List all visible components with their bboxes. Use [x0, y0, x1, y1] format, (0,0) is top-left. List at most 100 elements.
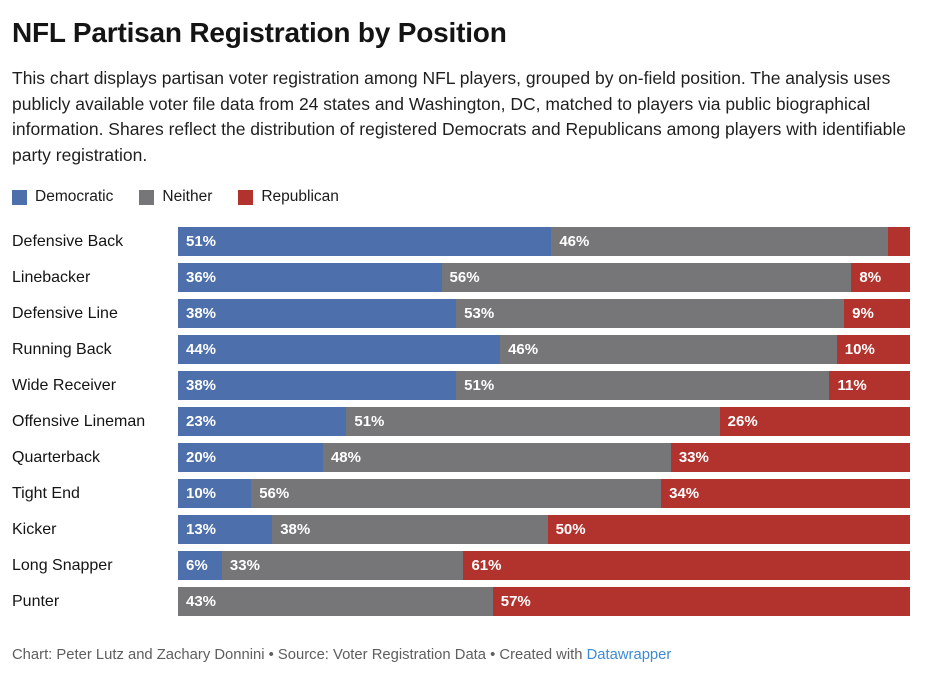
- bar-value-label: 46%: [559, 233, 590, 250]
- row-label: Kicker: [12, 520, 57, 538]
- legend-item-republican: Republican: [238, 188, 339, 206]
- bar-value-label: 34%: [669, 485, 700, 502]
- bar-value-label: 50%: [555, 521, 586, 538]
- chart-row: Tight End 10% 56% 34%: [12, 479, 910, 508]
- footer-separator-2: •: [486, 647, 500, 663]
- bar-segment-republican: 26%: [719, 407, 910, 436]
- chart-row: Kicker 13% 38% 50%: [12, 515, 910, 544]
- chart-row: Punter 43% 57%: [12, 587, 910, 616]
- bar-segment-democratic: 13%: [178, 515, 273, 544]
- row-label: Quarterback: [12, 448, 101, 466]
- bar-value-label: 51%: [186, 233, 217, 250]
- bar-chart: Defensive Back 51% 46% Linebacker 36% 56% 8% De…: [12, 227, 910, 616]
- bar-segment-republican: 33%: [670, 443, 910, 472]
- footer-created-with: Created with: [499, 647, 587, 663]
- bar-value-label: 13%: [186, 521, 217, 538]
- bar-value-label: 56%: [449, 269, 480, 286]
- bar-track: 38% 51% 11%: [178, 371, 910, 400]
- bar-value-label: 26%: [727, 413, 758, 430]
- legend-label: Republican: [261, 188, 339, 205]
- bar-segment-neither: 51%: [346, 407, 720, 436]
- bar-value-label: 38%: [186, 377, 217, 394]
- bar-segment-democratic: 23%: [178, 407, 347, 436]
- bar-segment-republican: 9%: [844, 299, 910, 328]
- bar-segment-republican: 34%: [661, 479, 910, 508]
- bar-track: 6% 33% 61%: [178, 551, 910, 580]
- bar-value-label: 43%: [186, 593, 217, 610]
- bar-segment-neither: 56%: [251, 479, 662, 508]
- bar-track: 51% 46%: [178, 227, 910, 256]
- row-label: Defensive Line: [12, 304, 118, 322]
- bar-value-label: 9%: [852, 305, 874, 322]
- bar-value-label: 20%: [186, 449, 217, 466]
- bar-track: 13% 38% 50%: [178, 515, 910, 544]
- row-label: Punter: [12, 592, 60, 610]
- bar-segment-neither: 48%: [322, 443, 671, 472]
- bar-value-label: 36%: [186, 269, 217, 286]
- bar-value-label: 51%: [354, 413, 385, 430]
- legend-item-neither: Neither: [139, 188, 212, 206]
- bar-segment-democratic: 6%: [178, 551, 222, 580]
- bar-segment-republican: [888, 227, 910, 256]
- bar-value-label: 57%: [500, 593, 531, 610]
- bar-value-label: 11%: [837, 377, 867, 394]
- row-label: Linebacker: [12, 268, 91, 286]
- row-label: Wide Receiver: [12, 376, 117, 394]
- row-label: Defensive Back: [12, 232, 124, 250]
- bar-segment-neither: 38%: [272, 515, 548, 544]
- datawrapper-link[interactable]: Datawrapper: [586, 647, 672, 663]
- bar-track: 44% 46% 10%: [178, 335, 910, 364]
- bar-segment-neither: 51%: [456, 371, 830, 400]
- footer-attribution: Chart: Peter Lutz and Zachary Donnini • …: [12, 647, 910, 663]
- bar-segment-neither: 46%: [551, 227, 889, 256]
- bar-value-label: 61%: [471, 557, 502, 574]
- bar-value-label: 6%: [186, 557, 208, 574]
- bar-segment-democratic: 38%: [178, 371, 457, 400]
- bar-segment-neither: 53%: [456, 299, 845, 328]
- bar-value-label: 48%: [330, 449, 361, 466]
- bar-value-label: 44%: [186, 341, 217, 358]
- bar-value-label: 8%: [859, 269, 882, 286]
- chart-row: Quarterback 20% 48% 33%: [12, 443, 910, 472]
- legend: Democratic Neither Republican: [12, 188, 910, 206]
- row-label: Running Back: [12, 340, 112, 358]
- chart-row: Offensive Lineman 23% 51% 26%: [12, 407, 910, 436]
- legend-swatch-icon: [139, 189, 155, 205]
- bar-segment-republican: 8%: [851, 263, 910, 292]
- chart-title: NFL Partisan Registration by Position: [12, 17, 507, 48]
- bar-segment-democratic: 10%: [178, 479, 252, 508]
- bar-track: 20% 48% 33%: [178, 443, 910, 472]
- bar-segment-republican: 50%: [547, 515, 910, 544]
- bar-segment-republican: 11%: [829, 371, 910, 400]
- chart-row: Linebacker 36% 56% 8%: [12, 263, 910, 292]
- row-label: Offensive Lineman: [12, 412, 146, 430]
- row-label: Tight End: [12, 484, 80, 502]
- bar-segment-neither: 43%: [178, 587, 493, 616]
- bar-segment-neither: 56%: [441, 263, 852, 292]
- bar-segment-republican: 57%: [492, 587, 910, 616]
- bar-track: 10% 56% 34%: [178, 479, 910, 508]
- bar-value-label: 10%: [844, 341, 875, 358]
- chart-description: This chart displays partisan voter regis…: [12, 68, 906, 165]
- bar-value-label: 38%: [186, 305, 217, 322]
- legend-swatch-icon: [238, 189, 254, 205]
- bar-value-label: 53%: [464, 305, 495, 322]
- bar-segment-republican: 10%: [836, 335, 910, 364]
- chart-row: Wide Receiver 38% 51% 11%: [12, 371, 910, 400]
- legend-swatch-icon: [12, 189, 27, 205]
- chart-row: Long Snapper 6% 33% 61%: [12, 551, 910, 580]
- bar-segment-democratic: 20%: [178, 443, 323, 472]
- bar-value-label: 56%: [259, 485, 290, 502]
- bar-track: 23% 51% 26%: [178, 407, 910, 436]
- legend-label: Democratic: [35, 188, 114, 205]
- legend-item-democratic: Democratic: [12, 188, 113, 206]
- bar-track: 36% 56% 8%: [178, 263, 910, 292]
- footer-separator-1: •: [264, 647, 278, 663]
- bar-value-label: 46%: [508, 341, 539, 358]
- bar-value-label: 33%: [229, 557, 260, 574]
- chart-row: Defensive Back 51% 46%: [12, 227, 910, 256]
- bar-value-label: 51%: [464, 377, 495, 394]
- bar-segment-democratic: 38%: [178, 299, 457, 328]
- footer-source: Source: Voter Registration Data: [277, 647, 487, 663]
- bar-segment-democratic: 36%: [178, 263, 442, 292]
